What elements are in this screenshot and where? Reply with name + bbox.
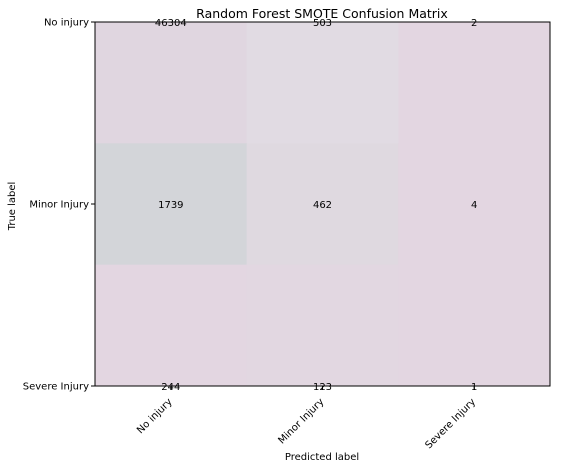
y-axis-label: True label <box>7 182 18 232</box>
matrix-cell <box>95 143 248 266</box>
x-axis-label: Predicted label <box>285 452 359 463</box>
matrix-cell <box>246 264 399 387</box>
cell-value-label: 1739 <box>158 200 183 211</box>
cell-value-label: 4 <box>471 200 477 211</box>
x-tick-label: Minor Injury <box>276 397 326 447</box>
y-tick-label: Severe Injury <box>23 382 89 393</box>
cell-value-label: 503 <box>313 18 332 29</box>
cell-value-label: 2 <box>471 18 477 29</box>
x-tick-label: Severe Injury <box>423 397 478 452</box>
matrix-cell <box>398 143 551 266</box>
x-tick-label: No injury <box>135 397 175 437</box>
matrix-cell <box>398 264 551 387</box>
cell-value-label: 46304 <box>155 18 187 29</box>
y-tick-label: No injury <box>44 18 89 29</box>
matrix-cell <box>246 22 399 144</box>
matrix-cell <box>95 22 248 144</box>
matrix-cell <box>95 264 248 387</box>
chart-title: Random Forest SMOTE Confusion Matrix <box>196 6 448 21</box>
matrix-cell <box>246 143 399 266</box>
y-tick-label: Minor Injury <box>29 200 89 211</box>
cell-value-label: 462 <box>313 200 332 211</box>
y-ticks-layer: No injury Minor Injury Severe Injury <box>23 18 95 393</box>
cells-layer <box>95 22 551 387</box>
matrix-cell <box>398 22 551 144</box>
x-ticks-layer: No injury Minor Injury Severe Injury <box>135 386 478 451</box>
